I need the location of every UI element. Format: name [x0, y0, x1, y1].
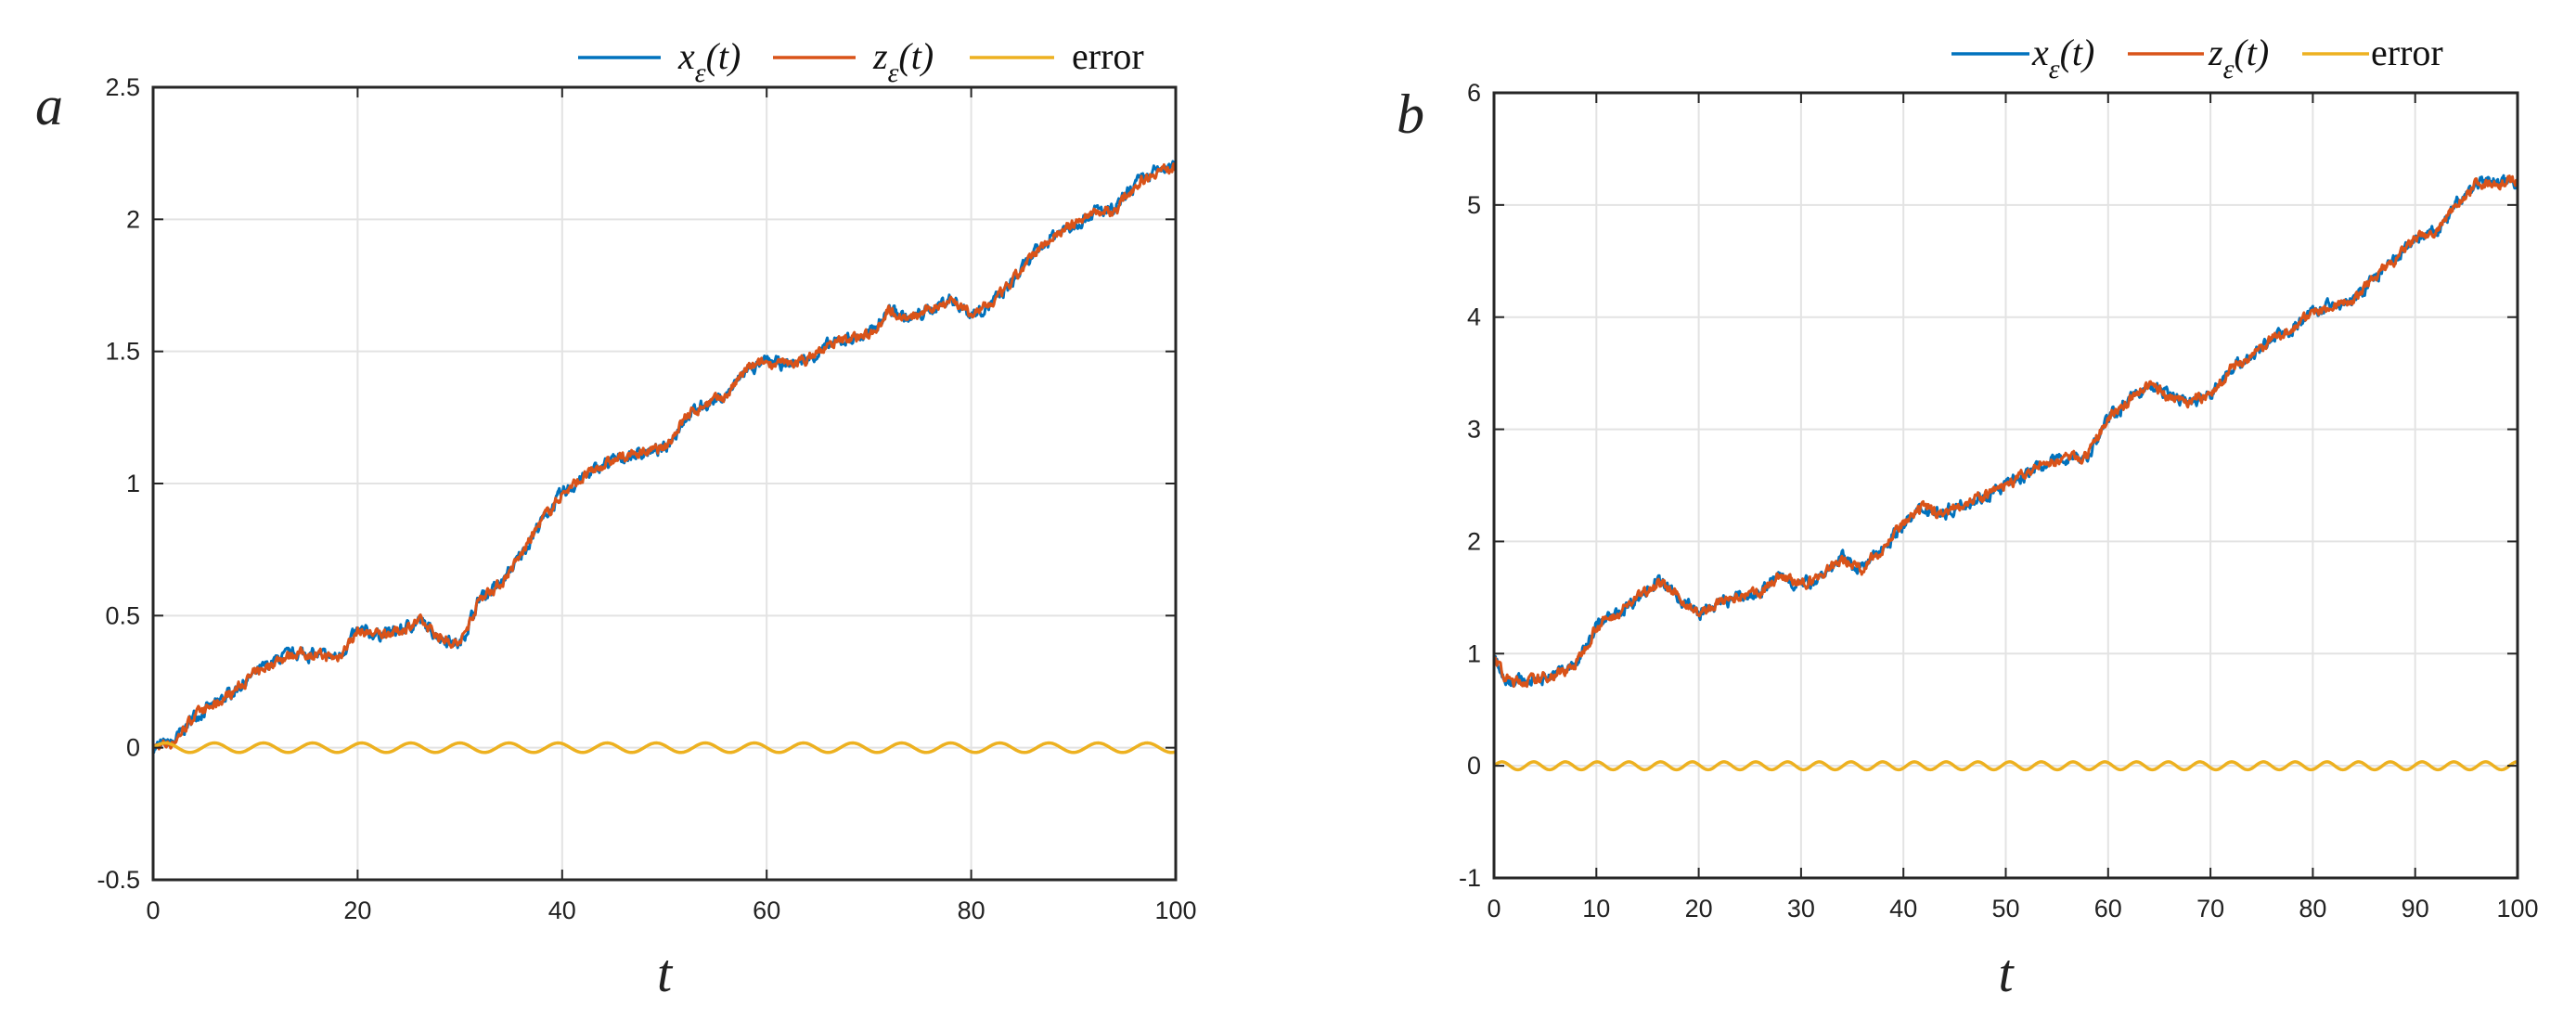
x-tick-label: 80 [958, 897, 985, 924]
x-tick-label: 70 [2196, 895, 2224, 922]
series-line-error [1494, 760, 2518, 772]
x-tick-label: 20 [343, 897, 371, 924]
y-tick-label: 2 [1467, 527, 1481, 555]
series-group [1494, 174, 2518, 772]
legend-label: zε(t) [872, 35, 934, 88]
x-tick-label: 60 [2094, 895, 2122, 922]
legend: xε(t) zε(t) error [578, 35, 1144, 88]
y-tick-label: 2.5 [105, 73, 140, 101]
legend-label: error [1072, 35, 1144, 77]
panel-tag: a [35, 75, 63, 136]
y-tick-label: 0.5 [105, 601, 140, 629]
legend-label: error [2371, 32, 2443, 73]
series-line-z-eps [1494, 174, 2518, 689]
x-tick-label: 60 [753, 897, 780, 924]
x-tick-label: 20 [1685, 895, 1713, 922]
y-tick-label: 1 [126, 470, 140, 497]
y-tick-label: 5 [1467, 191, 1481, 219]
y-tick-label: 0 [126, 734, 140, 762]
y-tick-label: 6 [1467, 79, 1481, 107]
series-line-z-eps [153, 162, 1176, 751]
x-tick-label: 10 [1582, 895, 1610, 922]
y-tick-label: 0 [1467, 752, 1481, 780]
legend-label: xε(t) [677, 35, 741, 88]
x-axis-title: t [657, 943, 674, 1003]
y-tick-label: 4 [1467, 303, 1481, 331]
x-tick-label: 40 [548, 897, 576, 924]
legend-label: xε(t) [2031, 32, 2094, 84]
y-tick-label: -0.5 [97, 866, 140, 894]
series-group [153, 160, 1176, 755]
x-tick-label: 50 [1991, 895, 2019, 922]
series-line-error [153, 741, 1176, 755]
panel-tag: b [1397, 84, 1424, 145]
legend-label: zε(t) [2208, 32, 2269, 84]
x-tick-label: 90 [2402, 895, 2429, 922]
x-tick-label: 100 [2496, 895, 2538, 922]
y-tick-label: 2 [126, 205, 140, 233]
y-tick-label: 1 [1467, 639, 1481, 667]
x-tick-label: 100 [1154, 897, 1196, 924]
y-tick-label: 3 [1467, 416, 1481, 444]
legend: xε(t) zε(t) error [1951, 32, 2443, 84]
y-tick-label: 1.5 [105, 338, 140, 366]
x-tick-label: 0 [146, 897, 160, 924]
x-tick-label: 40 [1889, 895, 1917, 922]
x-axis-title: t [1998, 943, 2015, 1003]
x-tick-label: 30 [1787, 895, 1815, 922]
x-tick-label: 80 [2299, 895, 2326, 922]
x-tick-label: 0 [1487, 895, 1501, 922]
y-tick-label: -1 [1459, 864, 1481, 892]
